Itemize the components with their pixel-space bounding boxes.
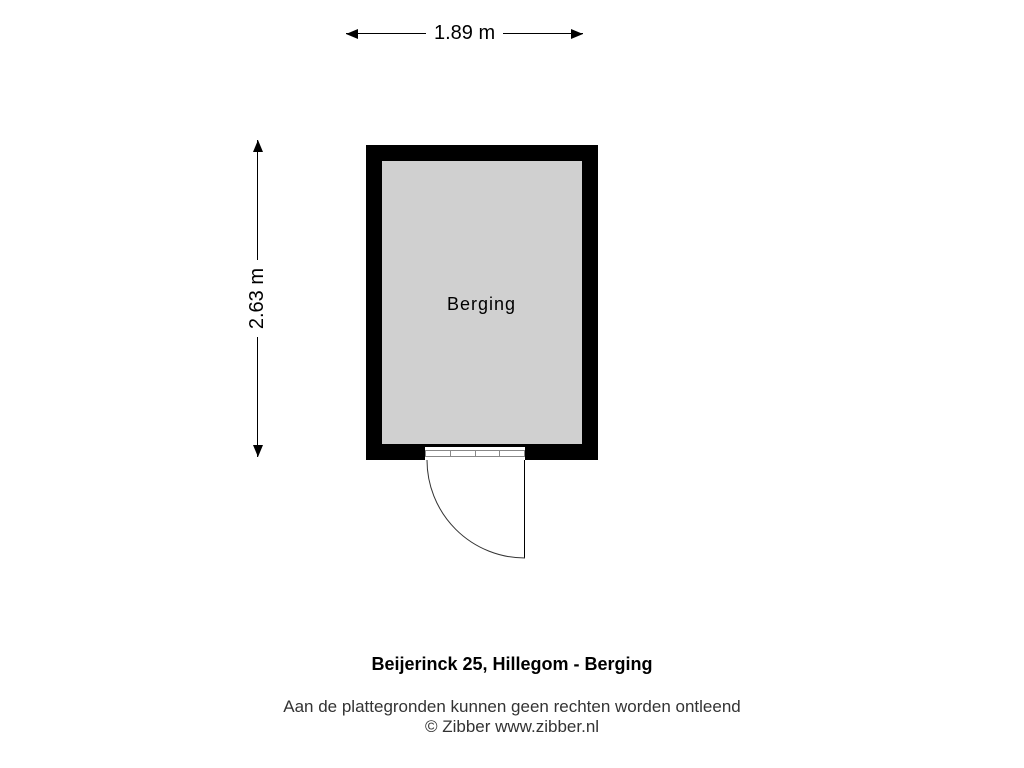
- door-lintel: [425, 444, 525, 447]
- floorplan-canvas: 1.89 m 2.63 m Berging Beijerinck 25, Hil…: [0, 0, 1024, 768]
- door-jamb-right: [525, 452, 533, 460]
- door-threshold-dividers: [425, 450, 525, 457]
- footer-title: Beijerinck 25, Hillegom - Berging: [0, 654, 1024, 675]
- door-jamb-left: [417, 452, 425, 460]
- footer: Beijerinck 25, Hillegom - Berging Aan de…: [0, 654, 1024, 737]
- dimension-height-label: 2.63 m: [246, 268, 269, 329]
- dimension-height: 2.63 m: [246, 140, 269, 466]
- door-swing-arc: [425, 460, 527, 560]
- footer-copyright: © Zibber www.zibber.nl: [0, 717, 1024, 737]
- room-label: Berging: [447, 294, 516, 315]
- dimension-width: 1.89 m: [346, 22, 618, 45]
- dimension-width-label: 1.89 m: [434, 22, 495, 45]
- footer-disclaimer: Aan de plattegronden kunnen geen rechten…: [0, 697, 1024, 717]
